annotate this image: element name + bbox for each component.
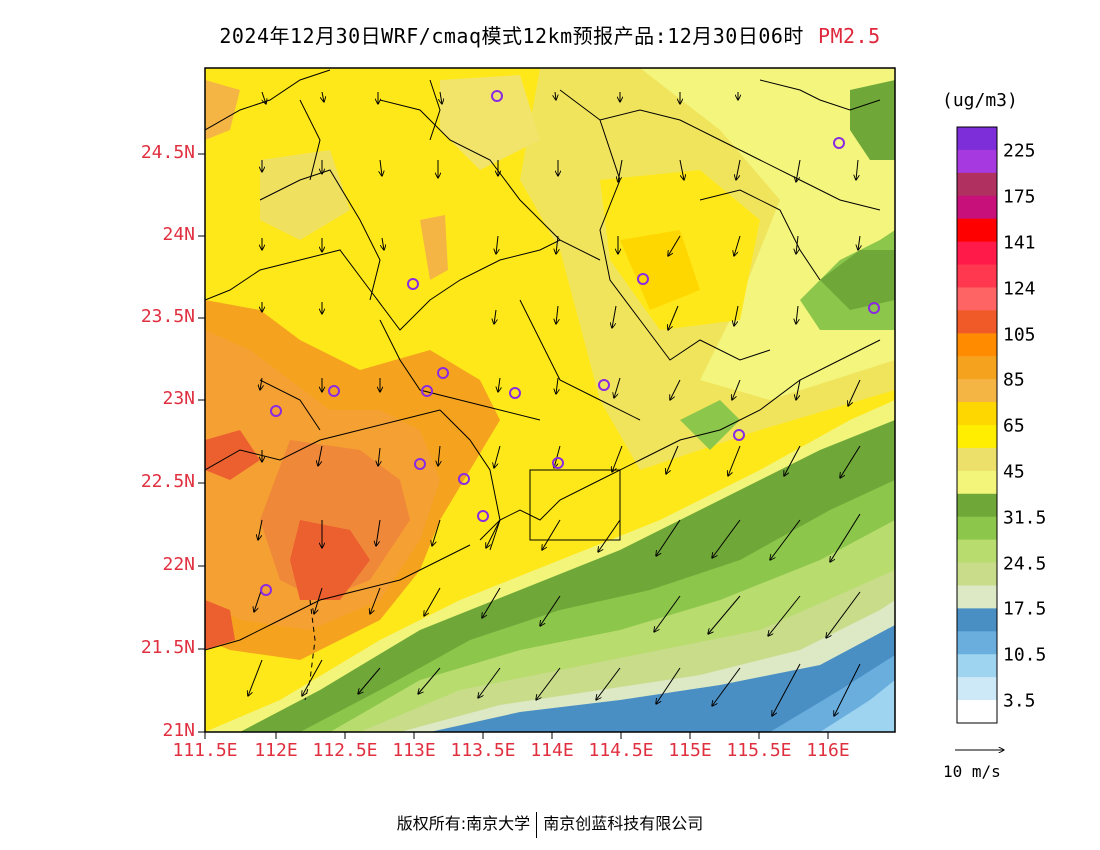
y-tick-label: 24N	[162, 224, 195, 245]
colorbar-swatch	[957, 425, 997, 449]
colorbar-swatch	[957, 700, 997, 724]
colorbar-swatch	[957, 356, 997, 380]
colorbar-swatch	[957, 631, 997, 655]
colorbar-label: 105	[1003, 324, 1036, 346]
colorbar-label: 31.5	[1003, 507, 1047, 529]
y-tick-label: 21.5N	[140, 637, 195, 658]
colorbar-swatch	[957, 585, 997, 609]
y-tick-label: 23.5N	[140, 306, 195, 327]
colorbar-swatch	[957, 402, 997, 426]
colorbar-swatch	[957, 333, 997, 357]
x-tick-label: 114E	[530, 740, 574, 761]
colorbar-swatch	[957, 516, 997, 541]
reference-vector-label: 10 m/s	[943, 762, 1001, 781]
colorbar	[957, 127, 997, 724]
x-tick-label: 113.5E	[450, 740, 516, 761]
copyright-text: 版权所有:南京大学	[396, 814, 531, 833]
footer-divider	[536, 811, 538, 838]
colorbar-unit: (ug/m3)	[942, 90, 1018, 111]
colorbar-label: 141	[1003, 232, 1036, 254]
colorbar-label: 3.5	[1003, 690, 1036, 712]
colorbar-label: 17.5	[1003, 598, 1047, 620]
x-tick-label: 111.5E	[172, 740, 238, 761]
colorbar-swatch	[957, 241, 997, 266]
colorbar-label: 124	[1003, 278, 1036, 300]
colorbar-swatch	[957, 264, 997, 288]
colorbar-frame	[956, 126, 998, 724]
colorbar-swatch	[957, 447, 997, 472]
colorbar-swatch	[957, 218, 997, 243]
colorbar-swatch	[957, 149, 997, 174]
footer: 版权所有:南京大学 南京创蓝科技有限公司	[0, 810, 1100, 838]
colorbar-swatch	[957, 677, 997, 701]
y-tick-label: 21N	[162, 720, 195, 741]
colorbar-swatch	[957, 608, 997, 632]
colorbar-label: 225	[1003, 140, 1036, 162]
colorbar-label: 175	[1003, 186, 1036, 208]
x-tick-label: 114.5E	[588, 740, 654, 761]
colorbar-swatch	[957, 562, 997, 586]
map-title: 2024年12月30日WRF/cmaq模式12km预报产品:12月30日06时 P…	[0, 20, 1100, 49]
x-tick-label: 112E	[254, 740, 298, 761]
x-tick-label: 115E	[668, 740, 712, 761]
axis-ticks	[198, 153, 829, 739]
colorbar-swatch	[957, 287, 997, 311]
colorbar-swatch	[957, 195, 997, 220]
colorbar-swatch	[957, 493, 997, 518]
colorbar-label: 10.5	[1003, 644, 1047, 666]
wind-vectors	[248, 91, 860, 716]
title-text: 2024年12月30日WRF/cmaq模式12km预报产品:12月30日06时	[219, 24, 804, 48]
colorbar-swatch	[957, 470, 997, 495]
y-tick-label: 22N	[162, 554, 195, 575]
colorbar-swatch	[957, 172, 997, 197]
y-tick-label: 23N	[162, 388, 195, 409]
x-tick-label: 116E	[806, 740, 850, 761]
colorbar-swatch	[957, 310, 997, 334]
colorbar-swatch	[957, 127, 997, 151]
y-tick-label: 24.5N	[140, 142, 195, 163]
pm25-concentration-field	[205, 68, 895, 732]
colorbar-swatch	[957, 379, 997, 403]
colorbar-swatch	[957, 539, 997, 564]
x-tick-label: 115.5E	[726, 740, 792, 761]
company-name: 南京创蓝科技有限公司	[543, 814, 704, 833]
colorbar-label: 65	[1003, 415, 1025, 437]
colorbar-label: 85	[1003, 369, 1025, 391]
x-tick-label: 113E	[392, 740, 436, 761]
colorbar-label: 45	[1003, 461, 1025, 483]
colorbar-swatch	[957, 654, 997, 678]
x-tick-label: 112.5E	[312, 740, 378, 761]
monitoring-stations	[260, 90, 880, 596]
pollutant-label: PM2.5	[817, 24, 881, 48]
colorbar-label: 24.5	[1003, 553, 1047, 575]
y-tick-label: 22.5N	[140, 471, 195, 492]
